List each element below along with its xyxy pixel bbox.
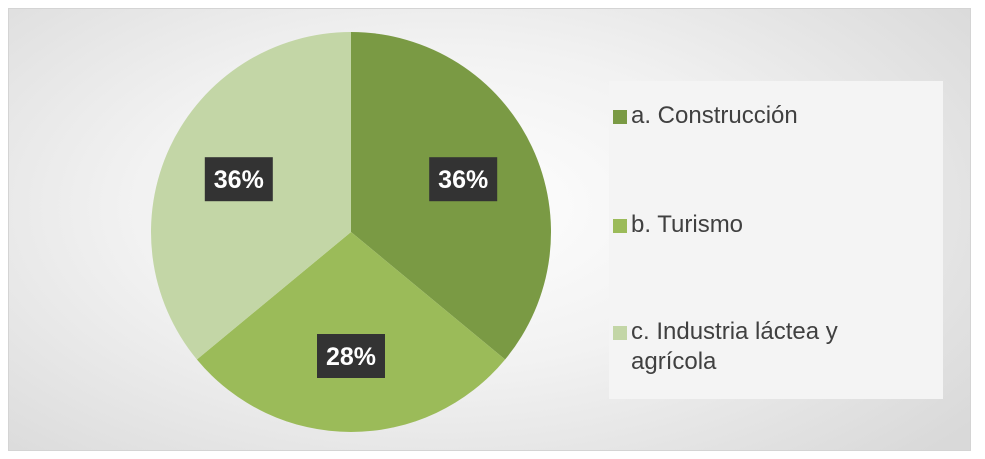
- pie-slice: [196, 232, 506, 432]
- legend-label: a. Construcción: [631, 102, 798, 129]
- legend-item-industria: c. Industria láctea y agrícola: [613, 317, 921, 377]
- data-label: 36%: [438, 166, 488, 194]
- data-label-box: [429, 157, 498, 202]
- chart-area: 36% 28% 36% a. Construcción b. Turismo c. …: [8, 8, 971, 451]
- legend: a. Construcción b. Turismo c. Industria …: [609, 81, 943, 399]
- data-label: 36%: [214, 166, 264, 194]
- legend-item-construccion: a. Construcción: [613, 101, 921, 131]
- legend-item-turismo: b. Turismo: [613, 210, 921, 240]
- data-label-box: [317, 334, 385, 378]
- legend-swatch-industria: [613, 326, 627, 340]
- legend-swatch-turismo: [613, 219, 627, 233]
- pie-chart: 36% 28% 36%: [150, 32, 551, 432]
- legend-label: c. Industria láctea y agrícola: [631, 318, 838, 375]
- legend-label: b. Turismo: [631, 211, 744, 238]
- legend-swatch-construccion: [613, 110, 627, 124]
- data-label: 28%: [326, 343, 376, 371]
- data-label-box: [204, 157, 273, 202]
